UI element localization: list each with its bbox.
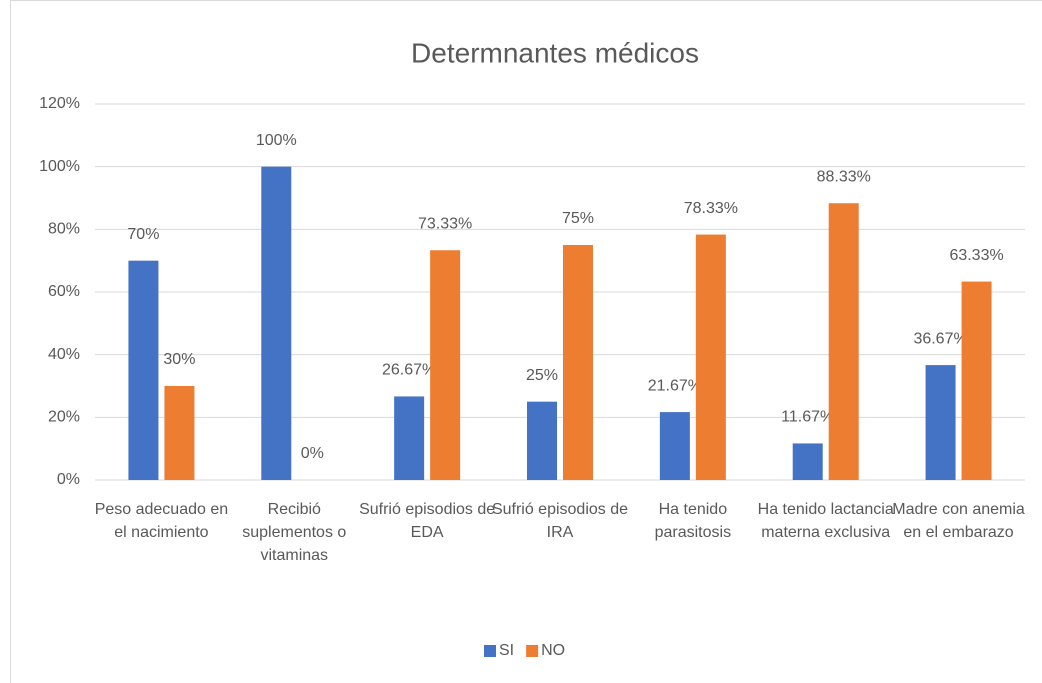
bar (527, 401, 557, 480)
data-label: 63.33% (949, 247, 1003, 264)
y-tick-label: 60% (48, 283, 80, 300)
bar (925, 365, 956, 480)
data-label: 88.33% (817, 168, 871, 185)
bar (394, 396, 425, 480)
legend-label: NO (541, 642, 565, 659)
bar (961, 281, 992, 480)
bar (261, 166, 292, 480)
y-tick-label: 20% (48, 409, 80, 426)
data-label: 26.67% (382, 362, 436, 379)
chart-border (10, 0, 1042, 683)
x-tick-label: Sufrió episodios de EDA (359, 501, 496, 541)
data-label: 25% (526, 367, 558, 384)
chart-title: Determnantes médicos (411, 37, 699, 68)
data-label: 21.67% (648, 377, 702, 394)
legend-swatch (526, 645, 539, 657)
data-label: 75% (562, 210, 594, 227)
data-label: 78.33% (684, 200, 738, 217)
legend-swatch (484, 645, 496, 657)
data-label: 100% (256, 132, 297, 149)
x-tick-label: Peso adecuado en el nacimiento (94, 501, 229, 541)
bar (792, 443, 823, 480)
bar (430, 250, 461, 480)
bar (563, 245, 593, 480)
data-label: 0% (301, 445, 324, 462)
bar (659, 412, 690, 480)
x-tick-label: Madre con anemia en el embarazo (892, 501, 1025, 541)
x-tick-label: Recibió suplementos o vitaminas (242, 501, 347, 564)
data-label: 30% (163, 351, 195, 368)
y-tick-label: 0% (57, 471, 80, 488)
x-tick-label: Sufrió episodios de IRA (491, 501, 629, 541)
legend-label: SI (499, 642, 514, 659)
data-label: 70% (127, 226, 159, 243)
bar (695, 234, 726, 480)
bar (128, 260, 159, 480)
y-tick-label: 80% (48, 221, 80, 238)
y-tick-label: 120% (39, 95, 80, 112)
x-tick-label: Ha tenido lactancia materna exclusiva (757, 501, 894, 541)
bar (164, 386, 195, 480)
y-tick-label: 100% (39, 158, 80, 175)
data-label: 73.33% (418, 215, 472, 232)
y-tick-label: 40% (48, 346, 80, 363)
data-label: 11.67% (781, 409, 834, 426)
bar (828, 203, 859, 480)
data-label: 36.67% (913, 330, 967, 347)
x-tick-label: Ha tenido parasitosis (654, 501, 732, 541)
